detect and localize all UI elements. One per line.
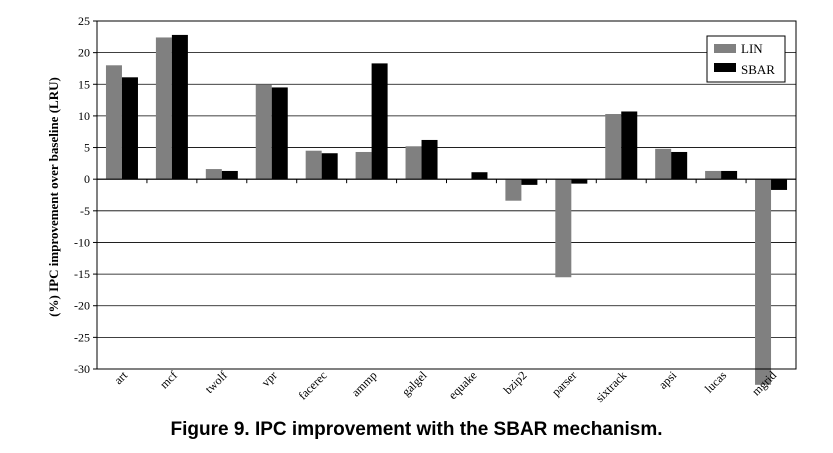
bar-sbar-lucas <box>721 170 738 180</box>
legend-swatch-sbar <box>714 63 736 72</box>
x-tick-label-bzip2: bzip2 <box>501 368 530 397</box>
bar-lin-mcf <box>155 37 172 180</box>
bar-sbar-art <box>121 77 138 180</box>
y-tick-label: 20 <box>78 46 90 60</box>
x-tick-label-facerec: facerec <box>295 368 329 402</box>
x-tick-label-apsi: apsi <box>656 368 680 392</box>
gridlines <box>93 20 796 370</box>
bar-lin-parser <box>555 179 572 278</box>
x-tick-label-twolf: twolf <box>202 368 230 396</box>
x-tick-label-mcf: mcf <box>157 368 180 391</box>
bar-sbar-vpr <box>271 87 288 180</box>
bar-lin-galgel <box>405 146 422 180</box>
bar-sbar-parser <box>571 179 588 184</box>
bar-lin-facerec <box>305 150 322 180</box>
legend-label-sbar: SBAR <box>741 62 775 77</box>
y-tick-label: -25 <box>74 330 90 344</box>
x-tick-label-art: art <box>111 368 130 387</box>
legend-label-lin: LIN <box>741 41 763 56</box>
y-tick-label: -5 <box>80 204 90 218</box>
x-tick-label-galgel: galgel <box>399 368 430 399</box>
bar-sbar-mcf <box>171 34 188 180</box>
bar-chart: 25 20 15 10 5 0 -5 -10 -15 -20 -25 -30 art mcf twolf v… <box>46 14 797 405</box>
x-tick-labels: art mcf twolf vpr facerec ammp galgel equake bzi… <box>111 368 779 405</box>
y-axis-label: (%) IPC improvement over baseline (LRU) <box>46 77 61 317</box>
y-tick-label: 10 <box>78 109 90 123</box>
bar-sbar-equake <box>471 172 488 180</box>
x-tick-label-parser: parser <box>549 368 580 399</box>
axes <box>96 20 797 370</box>
bar-lin-vpr <box>255 84 272 180</box>
bar-sbar-bzip2 <box>521 179 538 185</box>
bar-lin-ammp <box>355 151 372 180</box>
legend: LIN SBAR <box>706 35 786 83</box>
x-tick-label-lucas: lucas <box>702 368 730 396</box>
x-tick-label-vpr: vpr <box>259 368 280 389</box>
bar-sbar-ammp <box>371 63 388 180</box>
bar-lin-lucas <box>705 170 722 180</box>
legend-swatch-lin <box>714 44 736 53</box>
bar-lin-bzip2 <box>505 179 522 201</box>
bar-sbar-galgel <box>421 139 438 180</box>
y-tick-label: -15 <box>74 267 90 281</box>
bar-lin-twolf <box>205 169 222 180</box>
y-tick-label: 25 <box>78 14 90 28</box>
bar-lin-apsi <box>655 148 672 180</box>
plot-area-border <box>96 20 797 370</box>
bar-sbar-apsi <box>671 151 688 180</box>
y-tick-label: 15 <box>78 77 90 91</box>
bar-lin-art <box>105 65 122 180</box>
x-tick-label-mgrid: mgrid <box>749 368 779 398</box>
y-tick-label: 0 <box>84 172 90 186</box>
y-tick-label: -20 <box>74 299 90 313</box>
bars <box>105 34 788 385</box>
x-tick-label-sixtrack: sixtrack <box>593 368 630 405</box>
x-tick-label-equake: equake <box>446 368 480 402</box>
bar-sbar-mgrid <box>771 179 788 190</box>
y-tick-label: -10 <box>74 235 90 249</box>
bar-lin-mgrid <box>755 179 772 385</box>
bar-sbar-sixtrack <box>621 111 638 180</box>
bar-sbar-twolf <box>221 170 238 180</box>
y-tick-labels: 25 20 15 10 5 0 -5 -10 -15 -20 -25 -30 <box>74 14 90 376</box>
figure-caption: Figure 9. IPC improvement with the SBAR … <box>170 419 663 440</box>
bar-sbar-facerec <box>321 153 338 180</box>
bar-lin-sixtrack <box>605 114 622 180</box>
x-tick-label-ammp: ammp <box>349 368 380 399</box>
y-tick-label: 5 <box>84 141 90 155</box>
y-tick-label: -30 <box>74 362 90 376</box>
